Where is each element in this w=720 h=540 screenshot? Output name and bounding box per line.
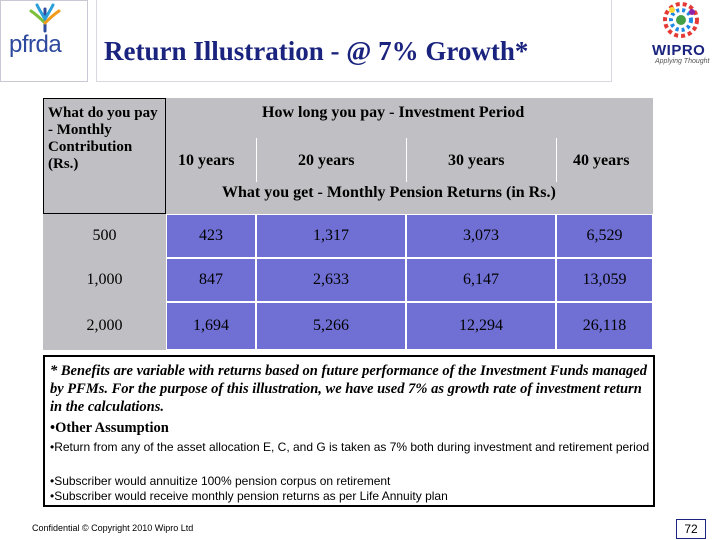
pfrda-logo: pfrda [0,0,88,82]
return-cell: 3,073 [406,214,556,258]
return-cell: 423 [166,214,256,258]
return-cell: 1,694 [166,302,256,350]
page-number: 72 [676,519,706,539]
benefits-note: * Benefits are variable with returns bas… [50,363,647,415]
wipro-logo-text: WIPRO [652,42,706,59]
header-divider [556,138,557,182]
returns-header: What you get - Monthly Pension Returns (… [222,184,556,201]
return-cell: 5,266 [256,302,406,350]
return-cell: 2,633 [256,258,406,302]
column-header-block [166,98,653,214]
return-cell: 1,317 [256,214,406,258]
pfrda-logo-text: pfrda [9,31,62,58]
return-cell: 847 [166,258,256,302]
contribution-cell: 2,000 [43,302,166,350]
page-title: Return Illustration - @ 7% Growth* [104,36,529,66]
wipro-flower-icon [663,2,699,38]
row-header-label: What do you pay - Monthly Contribution (… [48,105,158,172]
period-header: How long you pay - Investment Period [262,104,525,121]
title-band [96,0,612,82]
assumption-bullet: •Subscriber would annuitize 100% pension… [50,474,391,488]
assumption-bullet: •Return from any of the asset allocation… [50,440,650,454]
notes-box: * Benefits are variable with returns bas… [43,355,655,507]
return-cell: 6,147 [406,258,556,302]
wipro-logo [642,0,720,82]
return-cell: 6,529 [556,214,653,258]
wipro-tagline: Applying Thought [655,58,710,65]
return-cell: 12,294 [406,302,556,350]
period-20-years: 20 years [298,152,355,169]
period-40-years: 40 years [573,152,630,169]
assumption-heading: •Other Assumption [50,420,169,436]
confidential-footer: Confidential © Copyright 2010 Wipro Ltd [32,523,194,533]
assumption-bullet: •Subscriber would receive monthly pensio… [50,489,448,503]
header-divider [256,138,257,182]
row-header-cell: What do you pay - Monthly Contribution (… [43,98,166,214]
header-divider [406,138,407,182]
contribution-cell: 500 [43,214,166,258]
return-cell: 26,118 [556,302,653,350]
tree-icon [29,3,61,33]
contribution-cell: 1,000 [43,258,166,302]
period-30-years: 30 years [448,152,505,169]
period-10-years: 10 years [178,152,235,169]
return-cell: 13,059 [556,258,653,302]
